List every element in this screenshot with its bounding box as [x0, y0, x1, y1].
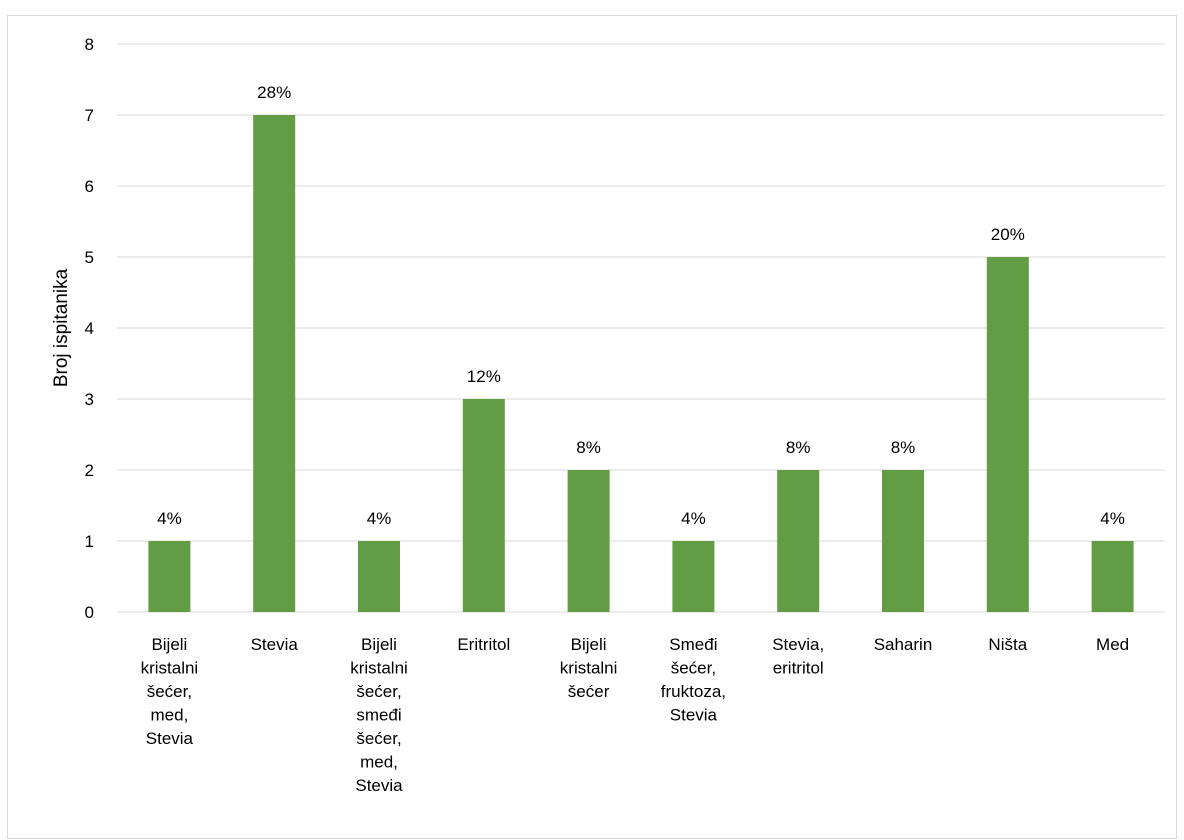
bar: [986, 257, 1029, 612]
bar: [1091, 541, 1134, 612]
data-label: 28%: [257, 83, 291, 102]
data-label: 4%: [681, 509, 706, 528]
x-tick-label: Stevia, eritritol: [772, 635, 824, 678]
data-labels: 4% 28% 4% 12% 8% 4% 8% 8% 20% 4%: [157, 83, 1125, 528]
x-tick-label: Smeđi šećer, fruktoza, Stevia: [661, 635, 726, 725]
data-label: 12%: [467, 367, 501, 386]
y-tick-label: 0: [85, 603, 94, 622]
y-axis-title: Broj ispitanika: [51, 268, 72, 387]
x-tick-label: Bijeli kristalni šećer, med, Stevia: [141, 635, 199, 748]
bar: [253, 115, 296, 612]
y-tick-label: 6: [85, 177, 94, 196]
y-tick-label: 8: [85, 35, 94, 54]
y-tick-label: 5: [85, 248, 94, 267]
x-tick-label: Ništa: [988, 635, 1027, 654]
x-tick-label: Saharin: [874, 635, 933, 654]
data-label: 4%: [367, 509, 392, 528]
bar: [358, 541, 400, 612]
y-tick-label: 3: [85, 390, 94, 409]
bar: [567, 470, 610, 612]
bars: [148, 115, 1134, 612]
x-tick-label: Bijeli kristalni šećer: [560, 635, 618, 701]
y-tick-label: 4: [85, 319, 94, 338]
data-label: 8%: [786, 438, 811, 457]
x-axis-ticks: Bijeli kristalni šećer, med, Stevia Stevia Bij…: [141, 635, 1130, 795]
bar: [462, 399, 505, 612]
bar: [148, 541, 191, 612]
data-label: 8%: [891, 438, 916, 457]
x-tick-label: Med: [1096, 635, 1129, 654]
bar: [882, 470, 924, 612]
data-label: 4%: [1100, 509, 1125, 528]
y-tick-label: 7: [85, 106, 94, 125]
y-tick-label: 1: [85, 532, 94, 551]
y-axis-ticks: 0 1 2 3 4 5 6 7 8: [85, 35, 94, 622]
chart-area: [7, 15, 1177, 839]
data-label: 20%: [991, 225, 1025, 244]
data-label: 4%: [157, 509, 182, 528]
y-tick-label: 2: [85, 461, 94, 480]
x-tick-label: Stevia: [251, 635, 299, 654]
x-tick-label: Eritritol: [457, 635, 510, 654]
bar: [777, 470, 820, 612]
x-tick-label: Bijeli kristalni šećer, smeđi šećer, med, Stev…: [350, 635, 408, 795]
data-label: 8%: [576, 438, 601, 457]
bar: [672, 541, 715, 612]
